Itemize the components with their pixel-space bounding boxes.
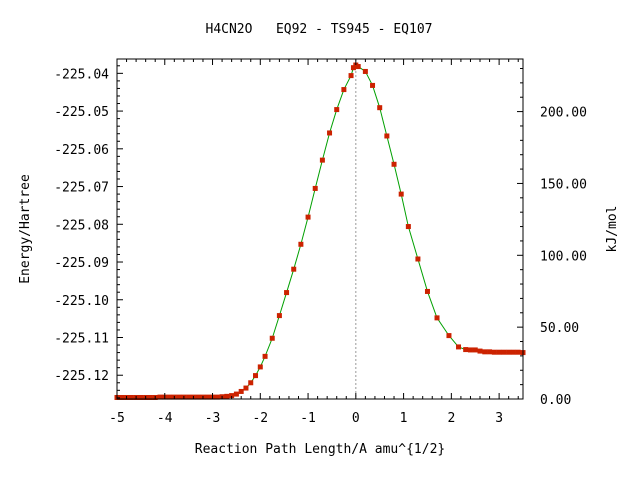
energy-point [355,64,361,70]
energy-point [477,348,483,354]
energy-point [350,65,356,71]
x-tick-label: -2 [252,411,268,426]
y-tick-label: -225.05 [54,105,109,120]
x-tick-label: 0 [352,411,360,426]
energy-curve [117,64,524,398]
energy-point [276,313,282,319]
y-tick-label: -225.07 [54,181,109,196]
x-tick-label: -3 [205,411,221,426]
y2-tick-label: 200.00 [540,106,587,121]
energy-point [214,394,220,400]
y-tick-label: -225.04 [54,67,109,82]
energy-point [147,394,153,400]
y-axis-ticks: -225.12 -225.11 -225.10 -225.09 -225.08 -225.… [54,65,123,399]
energy-point [348,73,354,79]
energy-point [305,214,311,220]
energy-point [253,373,259,379]
x-tick-label: 1 [400,411,408,426]
energy-point [370,82,376,88]
energy-point [186,394,192,400]
y2-tick-label: 100.00 [540,249,587,264]
y-tick-label: -225.09 [54,256,109,271]
y2-tick-label: 0.00 [540,393,571,408]
energy-point [472,347,478,353]
energy-point [446,333,452,339]
energy-point [176,394,182,400]
x-tick-label: -5 [109,411,125,426]
energy-point [491,349,497,355]
energy-point [384,133,390,139]
energy-point [229,393,235,399]
energy-point [224,393,230,399]
energy-point [456,344,462,350]
energy-curve-layer [117,64,524,398]
energy-point [291,266,297,272]
energy-point [434,315,440,321]
energy-point [284,290,290,296]
x-tick-label: -1 [300,411,316,426]
energy-point [501,349,507,355]
y-tick-label: -225.12 [54,369,109,384]
y2-axis-label: kJ/mol [605,206,620,253]
energy-point [341,87,347,93]
energy-point [257,364,263,370]
y-tick-label: -225.11 [54,331,109,346]
x-axis-ticks: -5 -4 -3 -2 -1 0 1 2 3 [109,59,519,426]
energy-point [157,394,163,400]
x-tick-label: 2 [447,411,455,426]
energy-point [510,349,516,355]
energy-point [377,105,383,111]
energy-point [482,349,488,355]
y2-axis-ticks: 0.00 50.00 100.00 150.00 200.00 [517,67,587,408]
energy-point [298,241,304,247]
energy-point [248,380,254,386]
energy-point [334,107,340,113]
x-axis-label: Reaction Path Length/A amu^{1/2} [195,442,445,457]
energy-point [205,394,211,400]
energy-point [506,349,512,355]
plot-frame [116,58,524,400]
y2-tick-label: 50.00 [540,321,579,336]
energy-point [398,191,404,197]
energy-point [487,349,493,355]
chart-title: H4CN2O EQ92 - TS945 - EQ107 [206,22,433,37]
y2-tick-label: 150.00 [540,177,587,192]
energy-point [195,394,201,400]
energy-point [269,335,275,341]
energy-point [167,394,173,400]
energy-point [128,394,134,400]
x-tick-label: 3 [495,411,503,426]
y-tick-label: -225.10 [54,294,109,309]
y-tick-label: -225.08 [54,218,109,233]
energy-point [327,130,333,136]
energy-point [233,391,239,397]
energy-point [362,68,368,74]
y-axis-label: Energy/Hartree [18,174,33,284]
energy-point [405,224,411,230]
energy-point [138,394,144,400]
energy-point [238,388,244,394]
energy-point [424,288,430,294]
energy-point [463,347,469,353]
energy-point [319,157,325,163]
energy-point [312,185,318,191]
x-tick-label: -4 [157,411,173,426]
energy-point [515,349,521,355]
energy-point [415,256,421,262]
energy-point [119,394,125,400]
energy-point [496,349,502,355]
energy-point [243,385,249,391]
energy-point [467,347,473,353]
energy-point [262,353,268,359]
energy-points-layer [114,62,526,400]
energy-point [391,161,397,167]
y-tick-label: -225.06 [54,143,109,158]
